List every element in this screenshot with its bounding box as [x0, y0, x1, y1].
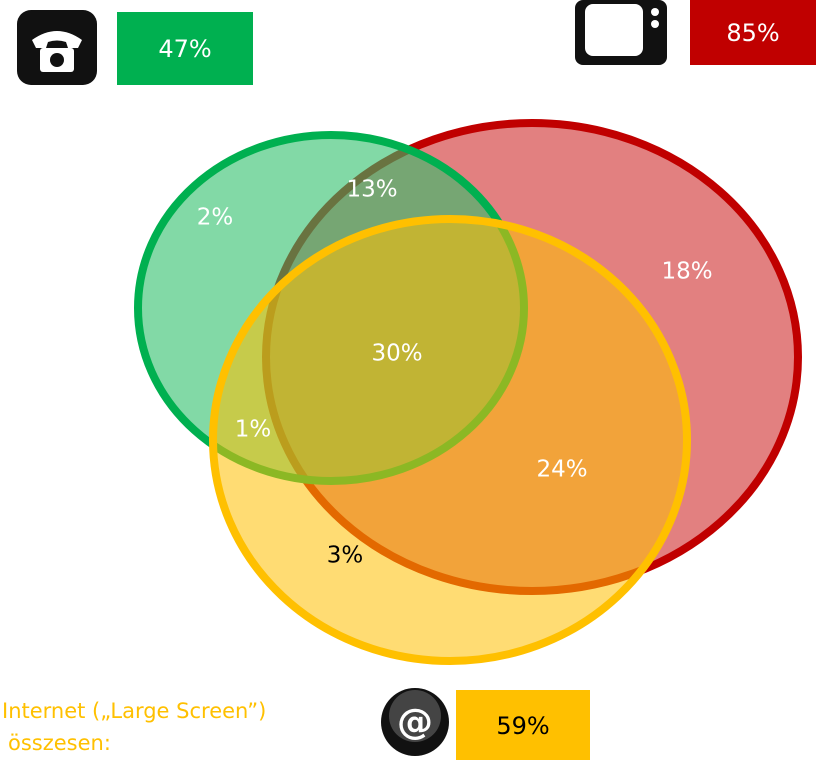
internet-label: összesen:	[8, 731, 111, 755]
internet-label: Internet („Large Screen”)	[2, 699, 266, 723]
tv-value: 85%	[726, 19, 779, 47]
phone-value-box	[117, 12, 253, 85]
region-label: 13%	[346, 177, 397, 203]
phone-icon	[17, 10, 97, 85]
region-label: 18%	[661, 259, 712, 285]
region-label: 1%	[235, 417, 272, 443]
tv-value-box	[690, 0, 816, 65]
region-label: 2%	[197, 205, 234, 231]
internet-icon-glyph: @	[397, 702, 433, 743]
internet-circle	[209, 215, 691, 665]
internet-value: 59%	[496, 712, 549, 740]
internet-icon: @	[381, 688, 449, 756]
region-label: 24%	[536, 457, 587, 483]
internet-value-box	[456, 690, 590, 760]
region-label: 3%	[327, 543, 364, 569]
region-label: 30%	[371, 341, 422, 367]
tv-icon	[575, 0, 667, 65]
phone-value: 47%	[158, 35, 211, 63]
